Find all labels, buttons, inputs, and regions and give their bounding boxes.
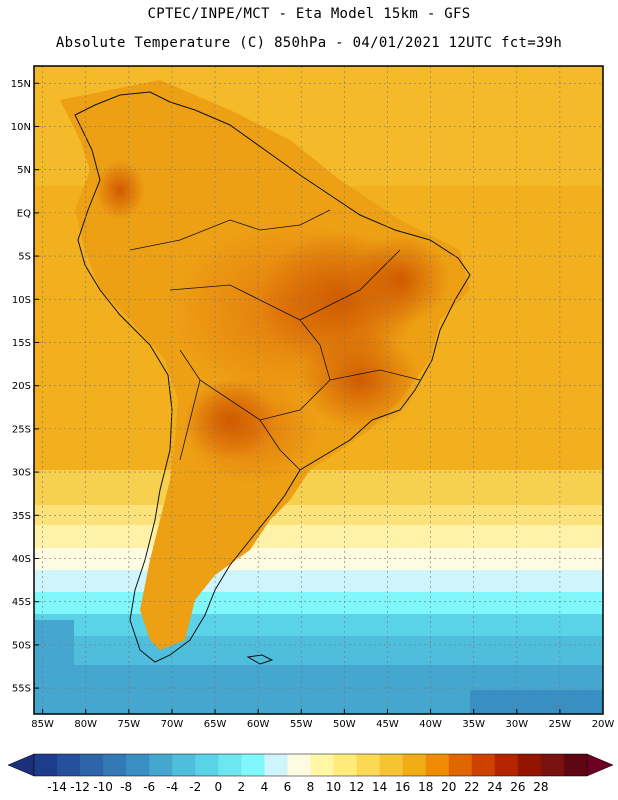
colorbar-swatch bbox=[287, 754, 311, 776]
colorbar-swatch bbox=[241, 754, 265, 776]
lon-label: 30W bbox=[505, 719, 528, 730]
colorbar-label: 20 bbox=[441, 780, 456, 794]
colorbar-label: 24 bbox=[487, 780, 502, 794]
colorbar-label: -4 bbox=[166, 780, 178, 794]
lon-label: 45W bbox=[376, 719, 399, 730]
colorbar-label: -12 bbox=[70, 780, 90, 794]
lat-label: EQ bbox=[17, 208, 31, 219]
lat-label: 5N bbox=[17, 165, 31, 176]
colorbar-swatch bbox=[540, 754, 565, 776]
colorbar-swatch bbox=[448, 754, 473, 776]
lon-label: 40W bbox=[419, 719, 442, 730]
colorbar-label: 16 bbox=[395, 780, 410, 794]
colorbar-label: 14 bbox=[372, 780, 387, 794]
lat-label: 20S bbox=[12, 381, 31, 392]
lat-label: 55S bbox=[12, 684, 31, 695]
lat-label: 50S bbox=[12, 640, 31, 651]
colorbar-label: -6 bbox=[143, 780, 155, 794]
colorbar-label: 4 bbox=[261, 780, 269, 794]
colorbar-swatch bbox=[310, 754, 335, 776]
colorbar-swatch bbox=[264, 754, 288, 776]
colorbar-label: 6 bbox=[284, 780, 292, 794]
lon-label: 65W bbox=[204, 719, 227, 730]
colorbar-label: 22 bbox=[464, 780, 479, 794]
colorbar-label: -8 bbox=[120, 780, 132, 794]
lat-label: 10N bbox=[11, 122, 31, 133]
colorbar-swatch bbox=[218, 754, 242, 776]
colorbar-label: -2 bbox=[189, 780, 201, 794]
colorbar: -14 -12 -10 -8 -6 -4 -2 0 2 4 6 8 10 12 14 16 18 20 22 24 26… bbox=[7, 753, 614, 794]
lon-label: 25W bbox=[549, 719, 572, 730]
colorbar-swatch bbox=[149, 754, 173, 776]
lat-label: 5S bbox=[18, 252, 31, 263]
colorbar-label: 0 bbox=[215, 780, 223, 794]
latitude-labels: 15N 10N 5N EQ 5S 10S 15S 20S 25S 30S 35S 40S 45S 50S 5… bbox=[11, 79, 31, 695]
chart-title-line2: Absolute Temperature (C) 850hPa - 04/01/… bbox=[55, 35, 563, 51]
colorbar-swatch bbox=[402, 754, 427, 776]
colorbar-label: -10 bbox=[93, 780, 113, 794]
colorbar-label: 2 bbox=[238, 780, 246, 794]
colorbar-swatch bbox=[172, 754, 196, 776]
colorbar-swatch bbox=[379, 754, 404, 776]
lon-label: 80W bbox=[74, 719, 97, 730]
colorbar-swatch bbox=[425, 754, 450, 776]
lat-label: 30S bbox=[12, 468, 31, 479]
colorbar-label: 18 bbox=[418, 780, 433, 794]
lat-label: 15N bbox=[11, 79, 31, 90]
lat-label: 45S bbox=[12, 597, 31, 608]
colorbar-high-arrow bbox=[586, 753, 614, 777]
colorbar-swatch bbox=[126, 754, 150, 776]
lat-label: 40S bbox=[12, 554, 31, 565]
lon-label: 35W bbox=[462, 719, 485, 730]
colorbar-swatch bbox=[517, 754, 542, 776]
colorbar-swatch bbox=[471, 754, 496, 776]
lat-label: 25S bbox=[12, 424, 31, 435]
lon-label: 55W bbox=[290, 719, 313, 730]
colorbar-swatch bbox=[80, 754, 104, 776]
colorbar-swatch bbox=[356, 754, 381, 776]
colorbar-label: 12 bbox=[349, 780, 364, 794]
lon-label: 20W bbox=[592, 719, 615, 730]
colorbar-swatch bbox=[103, 754, 127, 776]
colorbar-swatch bbox=[57, 754, 81, 776]
graticule bbox=[34, 66, 604, 714]
temperature-field bbox=[34, 66, 603, 714]
lon-label: 70W bbox=[161, 719, 184, 730]
colorbar-label: 10 bbox=[326, 780, 341, 794]
lon-label: 50W bbox=[333, 719, 356, 730]
colorbar-outline bbox=[33, 753, 588, 777]
colorbar-label: 28 bbox=[533, 780, 548, 794]
map-frame bbox=[33, 65, 604, 715]
lon-label: 60W bbox=[247, 719, 270, 730]
lat-label: 10S bbox=[12, 295, 31, 306]
chart-title-line1: CPTEC/INPE/MCT - Eta Model 15km - GFS bbox=[147, 6, 471, 22]
longitude-labels: 85W 80W 75W 70W 65W 60W 55W 50W 45W 40W 35W 30W 25W 2… bbox=[31, 719, 614, 730]
lat-label: 15S bbox=[12, 338, 31, 349]
colorbar-swatch bbox=[333, 754, 358, 776]
colorbar-low-arrow bbox=[7, 753, 35, 777]
colorbar-swatch bbox=[494, 754, 519, 776]
colorbar-label: 8 bbox=[307, 780, 315, 794]
lon-label: 75W bbox=[118, 719, 141, 730]
colorbar-swatch bbox=[195, 754, 219, 776]
colorbar-label: -14 bbox=[47, 780, 67, 794]
lon-label: 85W bbox=[31, 719, 54, 730]
lat-label: 35S bbox=[12, 511, 31, 522]
colorbar-swatch bbox=[563, 754, 588, 776]
colorbar-label: 26 bbox=[510, 780, 525, 794]
colorbar-swatch bbox=[34, 754, 58, 776]
